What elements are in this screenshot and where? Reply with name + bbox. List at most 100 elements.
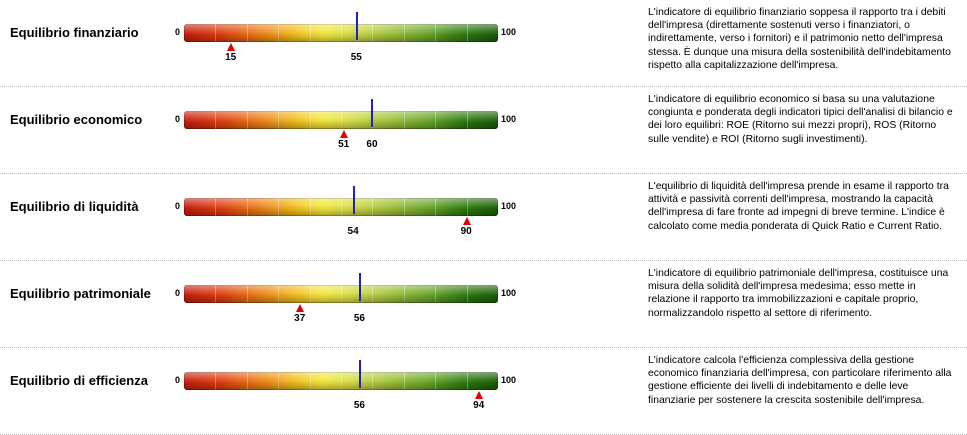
gauge-segment-divider	[247, 372, 248, 390]
gauge-segment-divider	[467, 198, 468, 216]
gauge-segment-divider	[404, 24, 405, 42]
gauge-segment-divider	[247, 198, 248, 216]
reference-line-value: 56	[353, 400, 365, 411]
indicator-description: L'indicatore di equilibrio patrimoniale …	[648, 268, 949, 319]
gauge-segment-divider	[278, 372, 279, 390]
scale-min-label: 0	[175, 27, 181, 37]
indicator-title: Equilibrio finanziario	[10, 25, 139, 40]
score-value: 37	[294, 313, 306, 324]
indicator-row: Equilibrio patrimoniale 0 100 56 37 L'indicat…	[0, 261, 967, 348]
gauge-segment-divider	[404, 372, 405, 390]
indicator-description: L'indicatore di equilibrio economico si …	[648, 94, 953, 145]
indicator-title: Equilibrio di liquidità	[10, 199, 139, 214]
gauge-segment-divider	[215, 285, 216, 303]
gauge-segment-divider	[215, 111, 216, 129]
reference-line-marker	[371, 99, 374, 127]
reference-line-value: 54	[347, 226, 359, 237]
row-separator	[0, 86, 967, 87]
gauge-gloss	[184, 285, 498, 303]
scale-max-label: 100	[501, 288, 517, 298]
indicator-description: L'indicatore di equilibrio finanziario s…	[648, 7, 951, 71]
gauge-segment-divider	[278, 111, 279, 129]
scale-max-label: 100	[501, 27, 517, 37]
gauge-segment-divider	[467, 24, 468, 42]
gauge-segment-divider	[247, 285, 248, 303]
gauge-segment-divider	[435, 198, 436, 216]
row-separator	[0, 260, 967, 261]
indicator-description: L'indicatore calcola l'efficienza comple…	[648, 355, 952, 406]
gauge-bar	[184, 24, 498, 42]
score-value: 94	[473, 400, 485, 411]
scale-max-label: 100	[501, 201, 517, 211]
gauge-segment-divider	[341, 198, 342, 216]
indicator-title: Equilibrio di efficienza	[10, 373, 148, 388]
gauge-gloss	[184, 198, 498, 216]
gauge-bar	[184, 111, 498, 129]
indicator-row: Equilibrio di efficienza 0 100 56 94 L'indica…	[0, 348, 967, 435]
gauge-bar	[184, 372, 498, 390]
gauge-segment-divider	[215, 24, 216, 42]
gauge-segment-divider	[215, 198, 216, 216]
gauge-segment-divider	[467, 285, 468, 303]
indicator-row: Equilibrio di liquidità 0 100 54 90 L'equilib…	[0, 174, 967, 261]
gauge-segment-divider	[310, 198, 311, 216]
gauge-segment-divider	[247, 111, 248, 129]
gauge-segment-divider	[435, 372, 436, 390]
gauge-segment-divider	[435, 24, 436, 42]
reference-line-marker	[358, 360, 361, 388]
gauge-segment-divider	[341, 111, 342, 129]
gauge-segment-divider	[310, 372, 311, 390]
score-triangle-marker	[296, 304, 305, 312]
gauge-segment-divider	[310, 111, 311, 129]
score-triangle-marker	[340, 130, 349, 138]
gauge-gloss	[184, 24, 498, 42]
gauge-segment-divider	[278, 24, 279, 42]
gauge-bar	[184, 285, 498, 303]
reference-line-marker	[358, 273, 361, 301]
gauge-segment-divider	[467, 372, 468, 390]
gauge-segment-divider	[341, 24, 342, 42]
gauge-segment-divider	[372, 372, 373, 390]
reference-line-marker	[352, 186, 355, 214]
gauge-bar	[184, 198, 498, 216]
scale-min-label: 0	[175, 201, 181, 211]
indicator-description: L'equilibrio di liquidità dell'impresa p…	[648, 181, 949, 232]
indicator-title: Equilibrio patrimoniale	[10, 286, 151, 301]
indicator-title: Equilibrio economico	[10, 112, 143, 127]
gauge-segment-divider	[341, 372, 342, 390]
gauge-segment-divider	[404, 198, 405, 216]
gauge-segment-divider	[278, 285, 279, 303]
gauge-segment-divider	[310, 24, 311, 42]
gauge-segment-divider	[435, 285, 436, 303]
score-value: 15	[225, 52, 237, 63]
scale-min-label: 0	[175, 114, 181, 124]
score-triangle-marker	[227, 43, 236, 51]
scale-min-label: 0	[175, 288, 181, 298]
reference-line-marker	[355, 12, 358, 40]
indicator-row: Equilibrio finanziario 0 100 55 15 L'indicato…	[0, 0, 967, 87]
gauge-segment-divider	[372, 285, 373, 303]
gauge-segment-divider	[467, 111, 468, 129]
reference-line-value: 60	[366, 139, 378, 150]
gauge-segment-divider	[341, 285, 342, 303]
gauge-segment-divider	[310, 285, 311, 303]
gauge-segment-divider	[372, 198, 373, 216]
gauge-segment-divider	[215, 372, 216, 390]
row-separator	[0, 173, 967, 174]
gauge-segment-divider	[404, 285, 405, 303]
reference-line-value: 55	[350, 52, 362, 63]
gauge-segment-divider	[372, 24, 373, 42]
gauge-gloss	[184, 372, 498, 390]
indicator-row: Equilibrio economico 0 100 60 51 L'indicatore…	[0, 87, 967, 174]
scale-min-label: 0	[175, 375, 181, 385]
scale-max-label: 100	[501, 375, 517, 385]
gauge-segment-divider	[435, 111, 436, 129]
reference-line-value: 56	[353, 313, 365, 324]
gauge-segment-divider	[247, 24, 248, 42]
gauge-gloss	[184, 111, 498, 129]
row-separator	[0, 347, 967, 348]
score-triangle-marker	[462, 217, 471, 225]
score-triangle-marker	[475, 391, 484, 399]
score-value: 90	[460, 226, 472, 237]
scale-max-label: 100	[501, 114, 517, 124]
